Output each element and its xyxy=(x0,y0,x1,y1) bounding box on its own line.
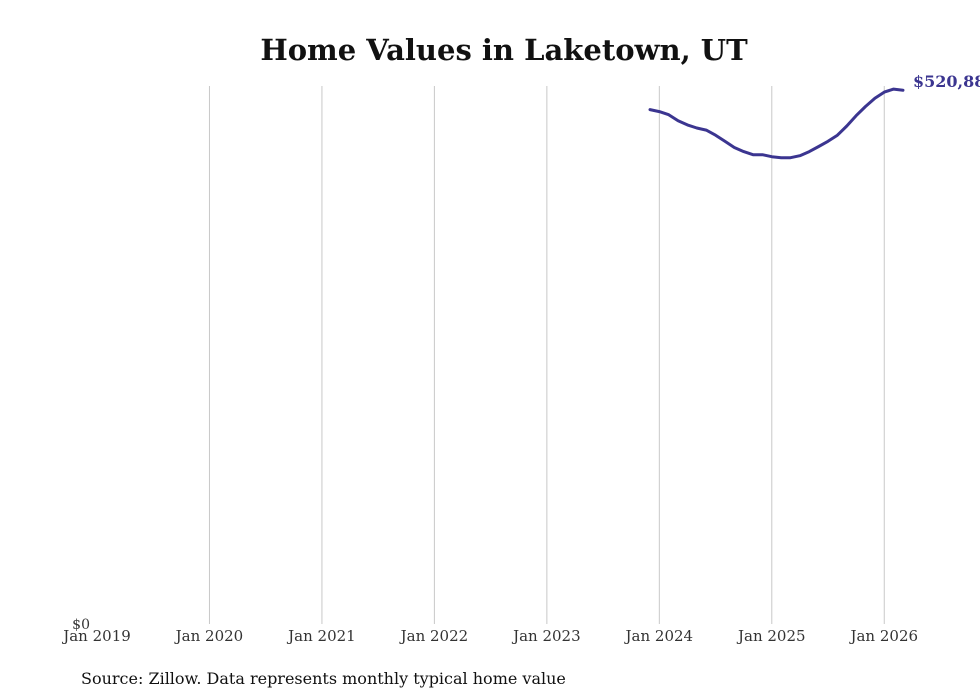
series-layer xyxy=(648,87,905,160)
x-tick-label: Jan 2019 xyxy=(61,627,131,645)
gridlines xyxy=(208,86,885,624)
x-tick-label: Jan 2024 xyxy=(624,627,694,645)
y-axis-ticks: $0 xyxy=(72,617,90,633)
x-tick-label: Jan 2023 xyxy=(511,627,581,645)
x-tick-label: Jan 2020 xyxy=(174,627,244,645)
x-tick-label: Jan 2021 xyxy=(286,627,356,645)
source-note: Source: Zillow. Data represents monthly … xyxy=(81,669,566,688)
x-tick-label: Jan 2026 xyxy=(848,627,918,645)
x-axis-ticks: Jan 2019 Jan 2020 Jan 2021 Jan 2022 Jan 2023… xyxy=(61,627,918,645)
x-tick-label: Jan 2022 xyxy=(399,627,469,645)
series-line xyxy=(648,87,905,160)
y-tick-label: $0 xyxy=(72,617,90,633)
chart-title: Home Values in Laketown, UT xyxy=(260,33,748,67)
x-tick-label: Jan 2025 xyxy=(736,627,806,645)
last-value-label: $520,882 xyxy=(913,72,980,91)
